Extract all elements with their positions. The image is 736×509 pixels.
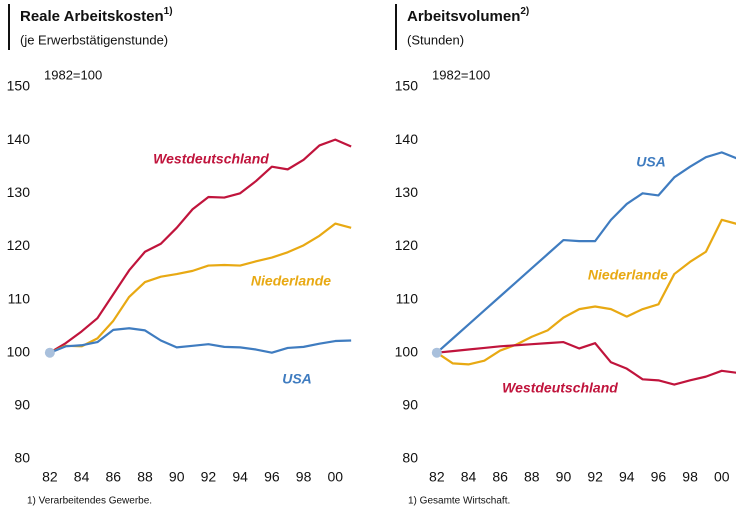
x-tick-label: 86 [492, 469, 508, 485]
title-footnote-mark: 2) [520, 6, 529, 17]
plot-area [44, 138, 352, 358]
title-footnote-mark: 1) [164, 6, 173, 17]
index-annotation: 1982=100 [432, 67, 490, 82]
x-tick-label: 96 [264, 469, 280, 485]
y-tick-label: 110 [8, 290, 31, 306]
series-label: Niederlande [588, 267, 668, 283]
base-point [431, 347, 442, 358]
y-tick-label: 150 [395, 78, 419, 94]
y-tick-label: 80 [402, 450, 418, 466]
series-label: USA [282, 371, 312, 387]
x-tick-label: 00 [327, 469, 343, 485]
x-tick-label: 94 [232, 469, 248, 485]
series-label: Niederlande [251, 273, 331, 289]
y-tick-label: 120 [7, 237, 31, 253]
x-tick-label: 98 [296, 469, 312, 485]
x-tick-label: 92 [201, 469, 217, 485]
x-tick-label: 96 [651, 469, 667, 485]
chart-subtitle: (Stunden) [407, 32, 464, 47]
footnote: 1) Verarbeitendes Gewerbe. [27, 496, 152, 507]
chart-subtitle: (je Erwerbstätigenstunde) [20, 32, 168, 47]
title-text: Arbeitsvolumen [407, 8, 520, 25]
x-tick-label: 92 [587, 469, 603, 485]
series-label: USA [636, 154, 666, 170]
title-text: Reale Arbeitskosten [20, 8, 164, 25]
chart-panel: Arbeitsvolumen2) (Stunden) 1982=100 1) Gesa… [395, 4, 736, 507]
y-tick-label: 120 [395, 237, 419, 253]
footnote: 1) Gesamte Wirtschaft. [408, 496, 510, 507]
y-tick-label: 150 [7, 78, 31, 94]
series-line [49, 222, 352, 354]
series-label: Westdeutschland [153, 151, 269, 167]
series-label: Westdeutschland [502, 380, 618, 396]
series-line [436, 218, 736, 366]
x-tick-label: 00 [714, 469, 730, 485]
y-tick-label: 130 [7, 184, 31, 200]
y-tick-label: 100 [7, 343, 31, 359]
x-tick-label: 84 [74, 469, 90, 485]
chart-title: Reale Arbeitskosten1) [20, 6, 173, 25]
x-tick-label: 84 [461, 469, 477, 485]
plot-area [431, 151, 736, 386]
x-tick-label: 90 [556, 469, 572, 485]
x-tick-label: 90 [169, 469, 185, 485]
y-tick-label: 130 [395, 184, 419, 200]
y-tick-label: 90 [14, 397, 30, 413]
series-line [49, 138, 352, 354]
y-tick-label: 90 [402, 397, 418, 413]
y-tick-label: 100 [395, 343, 419, 359]
series-line [436, 151, 736, 354]
y-tick-label: 110 [396, 290, 419, 306]
base-point [44, 347, 55, 358]
y-tick-label: 140 [395, 131, 419, 147]
x-tick-label: 94 [619, 469, 635, 485]
series-line [436, 340, 736, 386]
x-tick-label: 86 [105, 469, 121, 485]
chart-panel: Reale Arbeitskosten1) (je Erwerbstätigens… [7, 4, 352, 507]
y-tick-label: 80 [14, 450, 30, 466]
x-tick-label: 82 [429, 469, 445, 485]
y-tick-label: 140 [7, 131, 31, 147]
index-annotation: 1982=100 [44, 67, 102, 82]
x-tick-label: 88 [137, 469, 153, 485]
x-tick-label: 88 [524, 469, 540, 485]
series-line [49, 327, 352, 354]
chart-title: Arbeitsvolumen2) [407, 6, 529, 25]
x-tick-label: 82 [42, 469, 58, 485]
x-tick-label: 98 [682, 469, 698, 485]
